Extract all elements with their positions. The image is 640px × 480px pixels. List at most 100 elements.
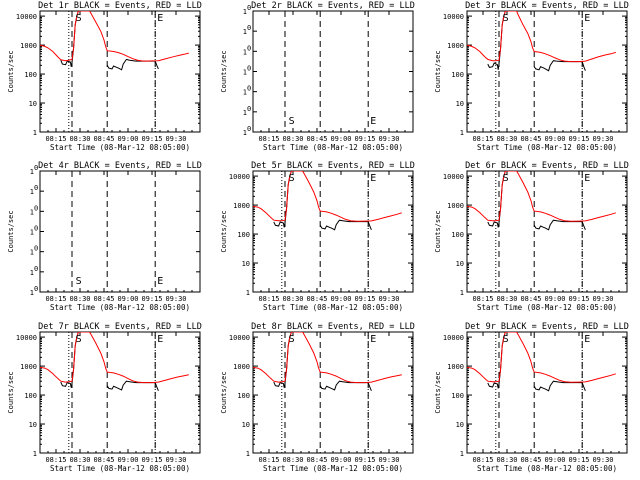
x-tick-label: 09:00 xyxy=(330,456,351,464)
plot-frame xyxy=(39,10,201,133)
panel-title: Det 8r BLACK = Events, RED = LLD xyxy=(251,322,415,332)
x-tick-label: 08:30 xyxy=(69,456,90,464)
y-tick-exponent: 0 xyxy=(34,204,38,212)
panel-title: Det 6r BLACK = Events, RED = LLD xyxy=(465,161,629,171)
start-marker: S xyxy=(76,13,82,24)
plot-frame xyxy=(39,170,201,293)
events-series-line xyxy=(533,380,586,392)
x-tick-label: 08:15 xyxy=(45,295,66,303)
x-tick-label: 09:00 xyxy=(330,295,351,303)
lld-series-line xyxy=(467,332,616,383)
detector-panel-4: Det 4r BLACK = Events, RED = LLD 08:15 08:… xyxy=(7,161,202,312)
plot-frame xyxy=(466,331,628,454)
x-tick-label: 09:15 xyxy=(568,135,589,143)
panel-title: Det 3r BLACK = Events, RED = LLD xyxy=(465,1,629,11)
x-tick-label: 09:15 xyxy=(568,456,589,464)
panel-title: Det 1r BLACK = Events, RED = LLD xyxy=(38,1,202,11)
end-marker: E xyxy=(584,173,590,184)
x-tick-label: 09:30 xyxy=(378,295,399,303)
x-tick-label: 08:30 xyxy=(496,135,517,143)
x-tick-label: 08:45 xyxy=(93,456,114,464)
x-tick-label: 09:15 xyxy=(568,295,589,303)
y-tick-exponent: 0 xyxy=(247,44,251,52)
y-tick-exponent: 0 xyxy=(247,65,251,73)
y-tick-label: 10 xyxy=(456,100,464,108)
y-tick-exponent: 0 xyxy=(34,184,38,192)
start-marker: S xyxy=(503,173,509,184)
y-axis-label: Counts/sec xyxy=(434,210,442,252)
x-tick-label: 08:45 xyxy=(520,456,541,464)
y-tick-label: 100 xyxy=(24,392,37,400)
x-tick-label: 08:45 xyxy=(306,295,327,303)
y-tick-label: 1 xyxy=(243,69,247,77)
plot-frame xyxy=(252,170,414,293)
x-tick-label: 09:15 xyxy=(354,456,375,464)
end-marker: E xyxy=(157,334,163,345)
y-tick-label: 10000 xyxy=(443,173,464,181)
panel-title: Det 2r BLACK = Events, RED = LLD xyxy=(251,1,415,11)
y-tick-label: 100 xyxy=(24,71,37,79)
plot-frame xyxy=(466,170,628,293)
plot-frame xyxy=(252,331,414,454)
start-marker: S xyxy=(289,173,295,184)
y-tick-label: 100 xyxy=(237,231,250,239)
x-tick-label: 08:15 xyxy=(258,135,279,143)
y-tick-label: 1 xyxy=(30,269,34,277)
y-tick-label: 10000 xyxy=(229,334,250,342)
x-tick-label: 09:30 xyxy=(592,295,613,303)
start-marker: S xyxy=(503,13,509,24)
y-axis-label: Counts/sec xyxy=(220,50,228,92)
events-series-line xyxy=(533,219,586,231)
x-axis-label: Start Time (08-Mar-12 08:05:00) xyxy=(50,303,190,312)
x-axis-label: Start Time (08-Mar-12 08:05:00) xyxy=(263,303,403,312)
x-tick-label: 09:15 xyxy=(354,295,375,303)
y-tick-label: 1 xyxy=(30,168,34,176)
y-tick-exponent: 0 xyxy=(34,225,38,233)
x-tick-label: 09:15 xyxy=(141,135,162,143)
y-tick-label: 1 xyxy=(33,129,37,137)
x-axis-label: Start Time (08-Mar-12 08:05:00) xyxy=(477,303,617,312)
y-tick-exponent: 0 xyxy=(34,285,38,293)
y-axis-label: Counts/sec xyxy=(434,50,442,92)
y-tick-label: 10000 xyxy=(229,173,250,181)
y-tick-label: 10000 xyxy=(443,13,464,21)
x-tick-label: 08:15 xyxy=(45,135,66,143)
x-tick-label: 09:00 xyxy=(117,295,138,303)
x-axis-label: Start Time (08-Mar-12 08:05:00) xyxy=(50,464,190,473)
x-axis-label: Start Time (08-Mar-12 08:05:00) xyxy=(477,464,617,473)
lld-series-line xyxy=(253,332,402,384)
x-tick-label: 08:15 xyxy=(472,456,493,464)
y-tick-exponent: 0 xyxy=(247,4,251,12)
y-tick-label: 10 xyxy=(29,421,37,429)
x-tick-label: 08:45 xyxy=(93,295,114,303)
y-tick-label: 1 xyxy=(30,289,34,297)
x-tick-label: 08:45 xyxy=(520,135,541,143)
x-tick-label: 08:30 xyxy=(69,135,90,143)
x-tick-label: 08:45 xyxy=(93,135,114,143)
panel-title: Det 4r BLACK = Events, RED = LLD xyxy=(38,161,202,171)
lld-series-line xyxy=(467,11,616,63)
y-tick-label: 1000 xyxy=(447,42,464,50)
x-tick-label: 09:00 xyxy=(117,135,138,143)
y-tick-label: 1000 xyxy=(20,42,37,50)
y-tick-exponent: 0 xyxy=(247,125,251,133)
y-tick-label: 1 xyxy=(30,229,34,237)
plot-frame xyxy=(39,331,201,454)
y-tick-label: 1 xyxy=(460,129,464,137)
end-marker: E xyxy=(370,116,376,127)
x-tick-label: 08:15 xyxy=(472,295,493,303)
x-tick-label: 09:30 xyxy=(165,295,186,303)
y-tick-exponent: 0 xyxy=(34,245,38,253)
y-tick-label: 1 xyxy=(243,109,247,117)
x-tick-label: 08:45 xyxy=(306,456,327,464)
y-axis-label: Counts/sec xyxy=(434,371,442,413)
y-tick-label: 1 xyxy=(246,289,250,297)
events-series-line xyxy=(533,60,586,72)
plot-frame xyxy=(252,10,414,133)
y-tick-label: 1000 xyxy=(20,363,37,371)
y-axis-label: Counts/sec xyxy=(220,210,228,252)
